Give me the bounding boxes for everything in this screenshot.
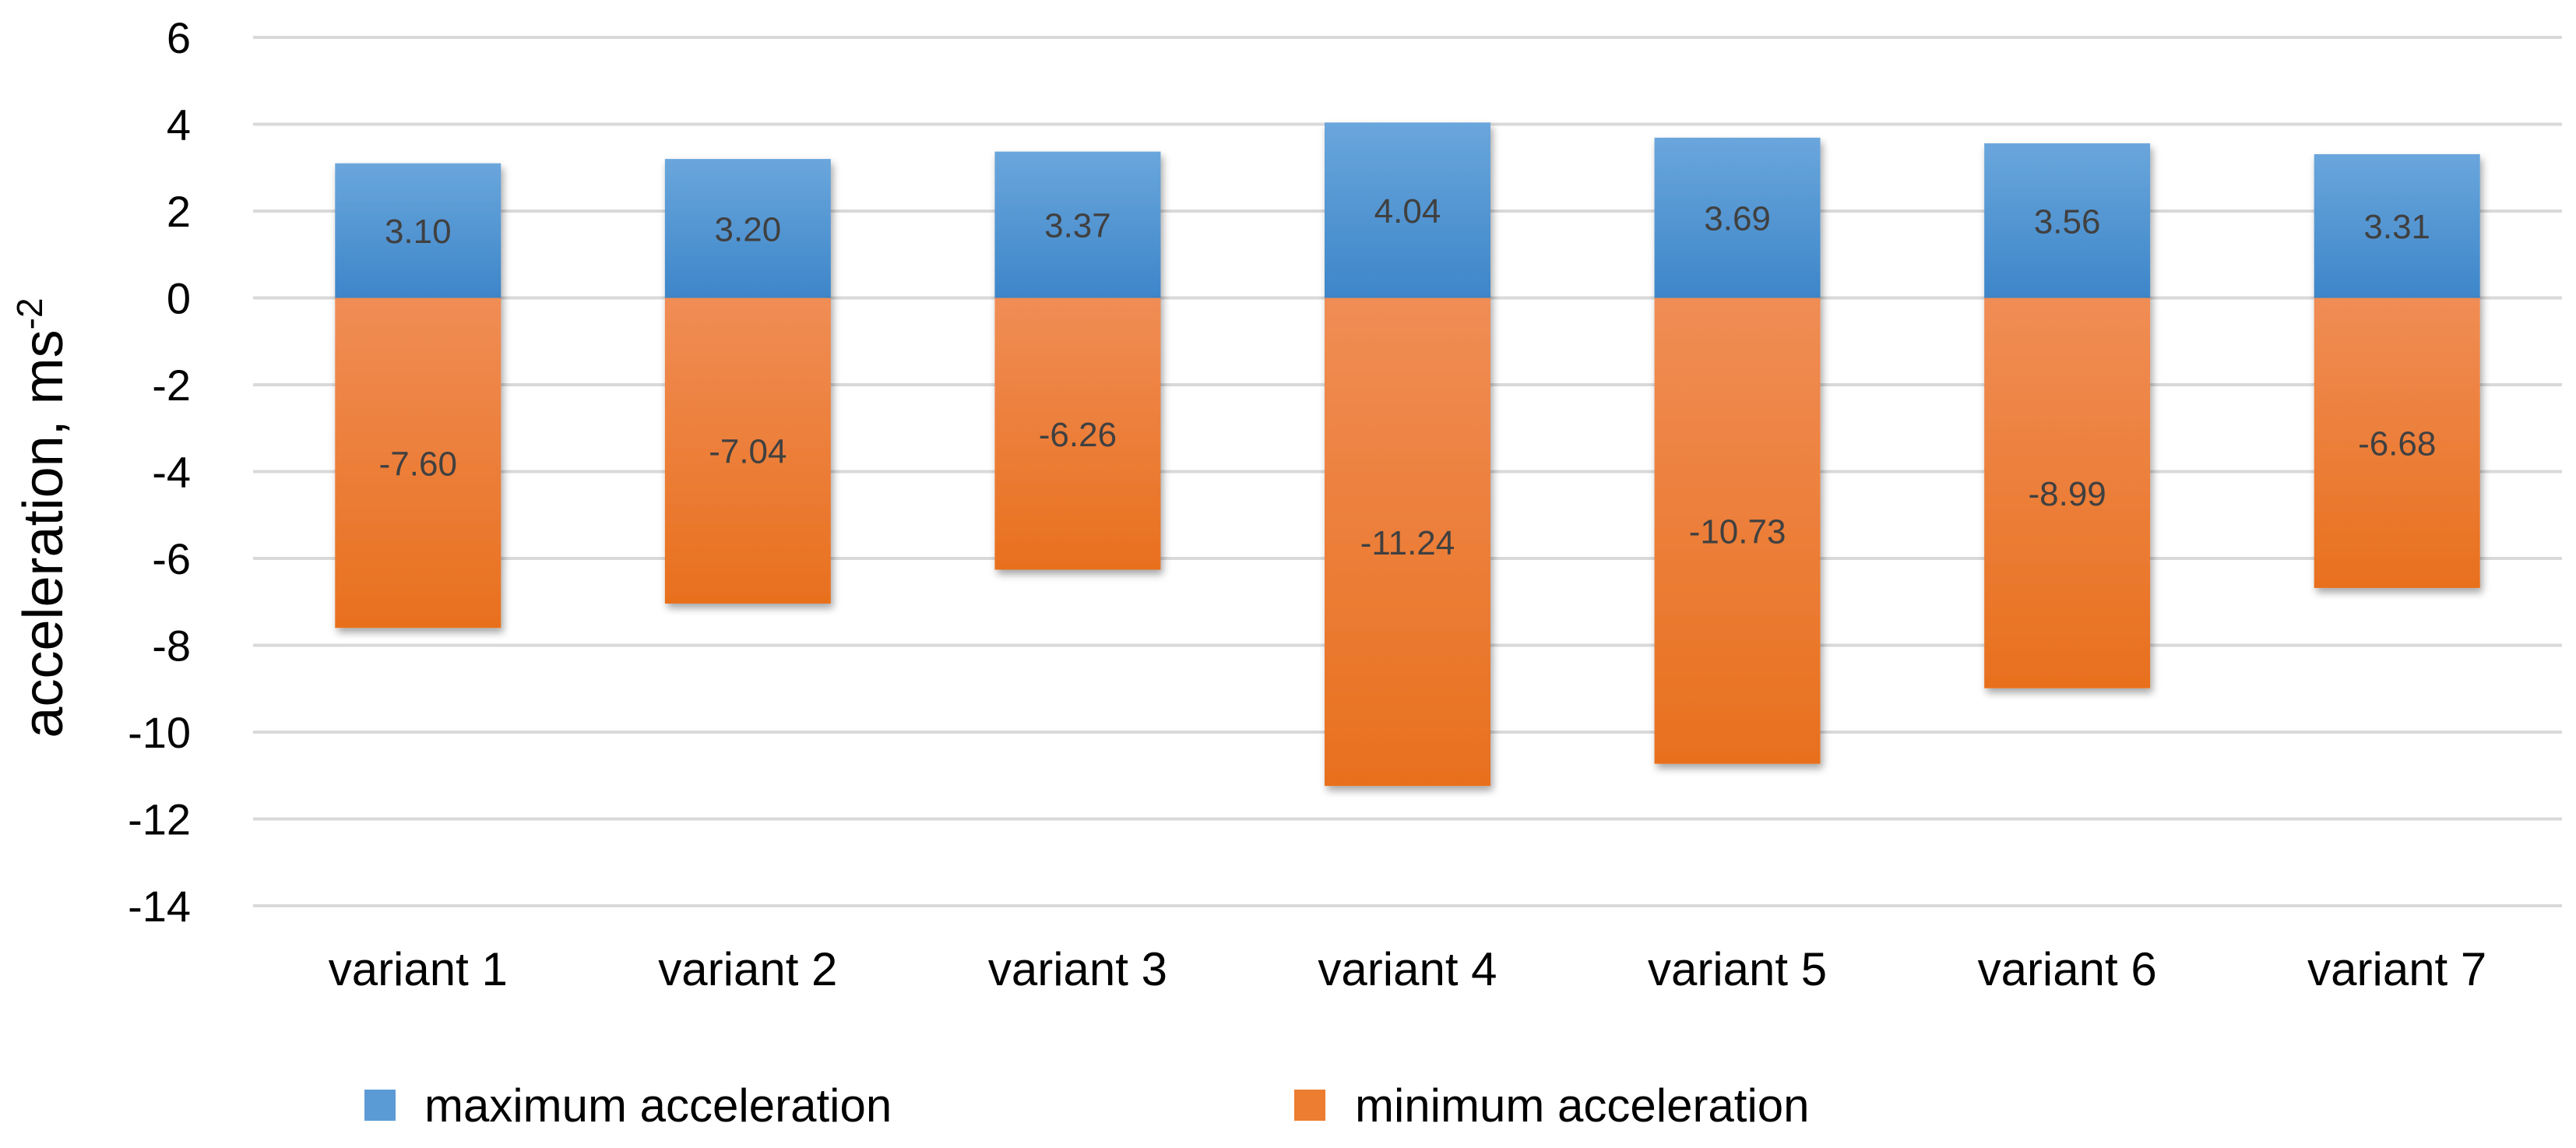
y-axis-title: acceleration, ms-2 xyxy=(9,298,75,738)
y-tick-label: -10 xyxy=(128,708,191,757)
x-category-label: variant 7 xyxy=(2307,943,2486,995)
min-value-label: -7.60 xyxy=(379,445,457,483)
y-axis-ticks: 6 4 2 0 -2 -4 -6 -8 -10 -12 -14 xyxy=(128,13,191,931)
max-bar xyxy=(335,163,501,298)
min-bar xyxy=(1984,298,2151,688)
max-bar xyxy=(1325,122,1490,298)
y-tick-label: -6 xyxy=(152,534,191,583)
bars xyxy=(335,122,2480,787)
legend-swatch-min xyxy=(1294,1090,1325,1121)
max-value-label: 4.04 xyxy=(1374,192,1441,231)
y-tick-label: -2 xyxy=(152,361,191,410)
max-value-label: 3.56 xyxy=(2034,202,2101,241)
max-value-label: 3.10 xyxy=(385,213,452,251)
min-value-label: -7.04 xyxy=(709,433,787,471)
max-bar xyxy=(664,159,831,298)
x-category-label: variant 6 xyxy=(1978,943,2157,995)
max-bar xyxy=(2314,153,2480,298)
max-value-label: 3.31 xyxy=(2363,208,2430,246)
min-value-label: -10.73 xyxy=(1689,513,1786,551)
x-category-label: variant 5 xyxy=(1648,943,1827,995)
y-tick-label: -12 xyxy=(128,795,191,844)
y-tick-label: -14 xyxy=(128,882,191,931)
x-category-label: variant 2 xyxy=(658,943,837,995)
min-bar xyxy=(1325,298,1490,787)
y-tick-label: 4 xyxy=(167,100,191,150)
min-bar xyxy=(2314,298,2480,588)
y-axis-title-text: acceleration, ms xyxy=(12,329,75,738)
min-value-label: -6.68 xyxy=(2358,425,2436,463)
x-category-label: variant 3 xyxy=(988,943,1167,995)
max-value-label: 3.37 xyxy=(1044,207,1111,245)
min-value-label: -6.26 xyxy=(1039,416,1117,454)
legend-label-min: minimum acceleration xyxy=(1355,1079,1810,1132)
min-bar xyxy=(994,298,1161,570)
y-tick-label: 0 xyxy=(167,274,191,323)
max-value-label: 3.69 xyxy=(1704,200,1771,238)
min-value-label: -8.99 xyxy=(2028,475,2106,513)
legend-swatch-max xyxy=(364,1090,396,1121)
min-bar xyxy=(1654,298,1821,764)
legend-label-max: maximum acceleration xyxy=(424,1079,892,1132)
x-category-label: variant 1 xyxy=(329,943,508,995)
y-axis-title-superscript: -2 xyxy=(9,298,50,329)
min-value-label: -11.24 xyxy=(1360,524,1455,562)
max-bar xyxy=(1984,143,2151,298)
x-axis-categories: variant 1 variant 2 variant 3 variant 4 vari… xyxy=(329,943,2487,995)
data-labels: 3.10 -7.60 3.20 -7.04 3.37 -6.26 4.04 -11.24 3.6… xyxy=(379,192,2437,562)
x-category-label: variant 4 xyxy=(1318,943,1497,995)
y-tick-label: 2 xyxy=(167,187,191,236)
min-bar xyxy=(664,298,831,604)
y-tick-label: -4 xyxy=(152,448,191,497)
max-bar xyxy=(1654,137,1821,298)
min-bar xyxy=(335,298,501,629)
y-tick-label: 6 xyxy=(167,13,191,62)
legend: maximum acceleration minimum acceleration xyxy=(364,1079,1810,1132)
y-tick-label: -8 xyxy=(152,622,191,671)
max-value-label: 3.20 xyxy=(715,210,782,248)
max-bar xyxy=(994,151,1161,298)
